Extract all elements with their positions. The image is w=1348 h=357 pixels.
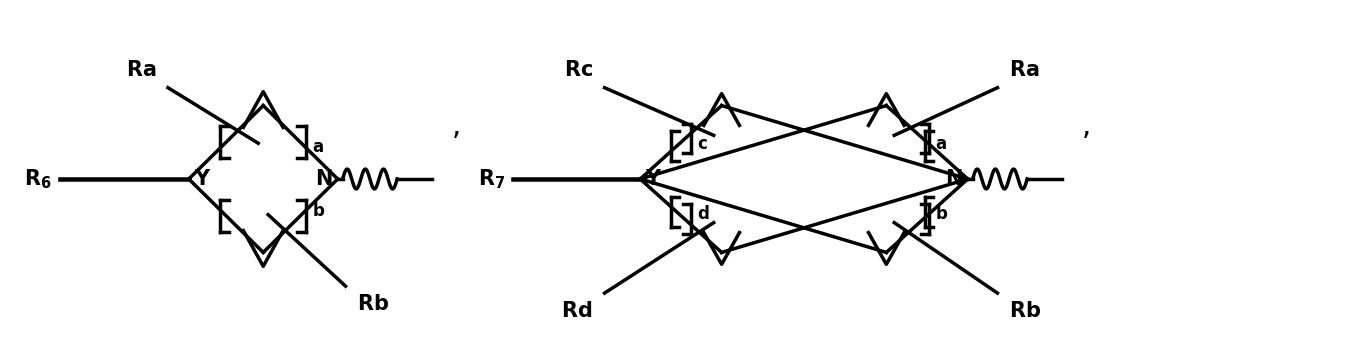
Text: $\mathbf{a}$: $\mathbf{a}$ [313,138,325,156]
Text: $\mathbf{Ra}$: $\mathbf{Ra}$ [125,60,156,80]
Text: ,: , [1082,114,1092,141]
Text: $\mathbf{Y}$: $\mathbf{Y}$ [194,169,212,189]
Text: $\mathbf{Rc}$: $\mathbf{Rc}$ [563,60,593,80]
Text: $\mathbf{c}$: $\mathbf{c}$ [697,135,708,152]
Text: $\mathbf{R_7}$: $\mathbf{R_7}$ [479,167,506,191]
Text: $\mathbf{Rb}$: $\mathbf{Rb}$ [1010,301,1042,321]
Text: $\mathbf{Y}$: $\mathbf{Y}$ [646,169,663,189]
Text: $\mathbf{N}$: $\mathbf{N}$ [315,169,333,189]
Text: $\mathbf{a}$: $\mathbf{a}$ [936,135,946,152]
Text: $\mathbf{Rd}$: $\mathbf{Rd}$ [561,301,593,321]
Text: $\mathbf{Ra}$: $\mathbf{Ra}$ [1010,60,1039,80]
Text: $\mathbf{Rb}$: $\mathbf{Rb}$ [357,294,390,314]
Text: ,: , [452,114,461,141]
Text: $\mathbf{b}$: $\mathbf{b}$ [936,205,948,223]
Text: $\mathbf{d}$: $\mathbf{d}$ [697,205,709,223]
Text: $\mathbf{b}$: $\mathbf{b}$ [313,202,325,220]
Text: $\mathbf{N}$: $\mathbf{N}$ [945,169,962,189]
Text: $\mathbf{R_6}$: $\mathbf{R_6}$ [24,167,51,191]
